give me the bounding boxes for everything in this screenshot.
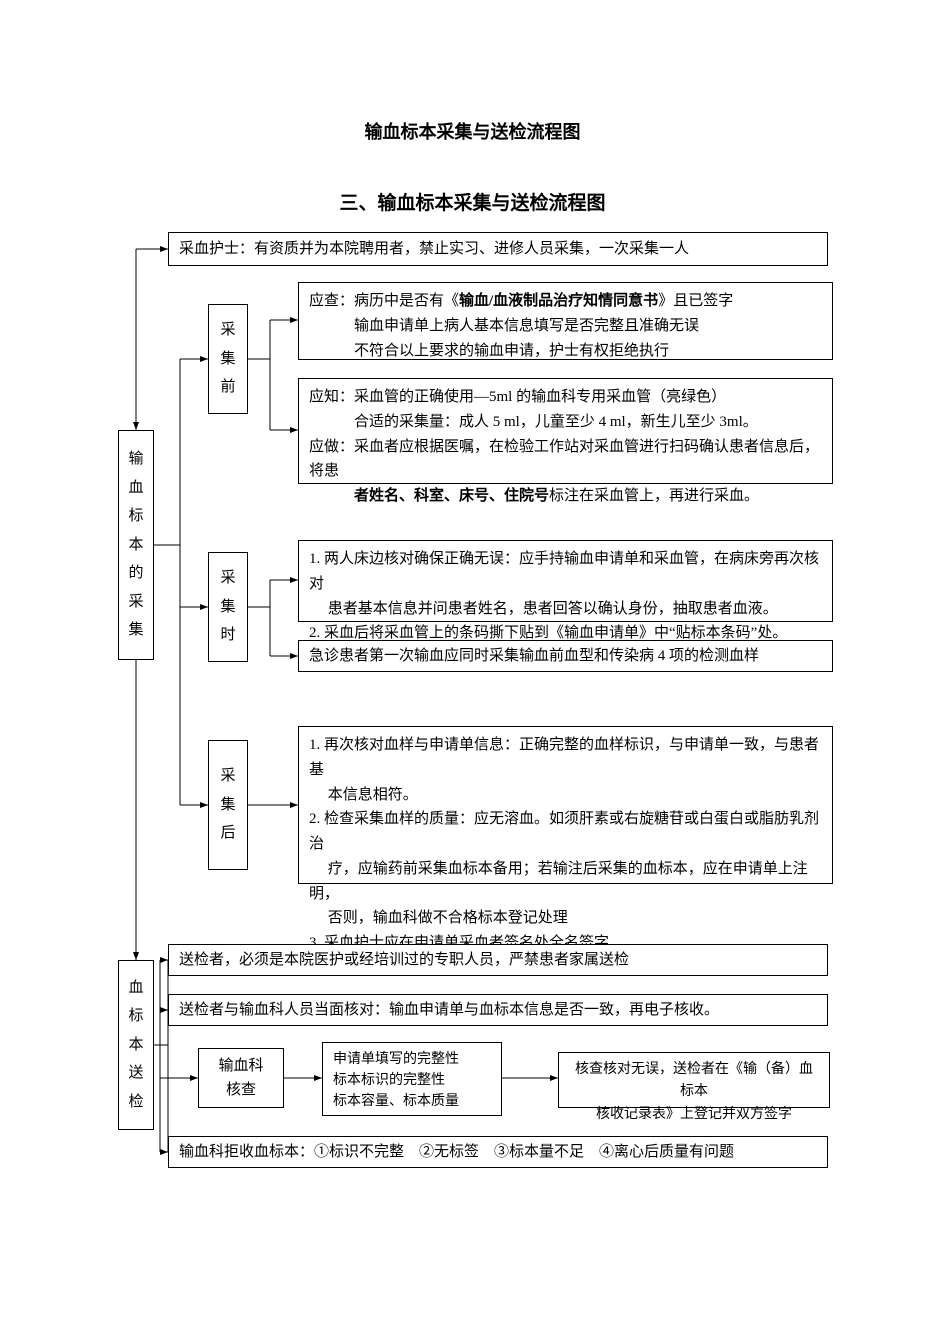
node-mid-b: 急诊患者第一次输血应同时采集输血前血型和传染病 4 项的检测血样 — [298, 640, 833, 672]
root-collect-char: 输 — [128, 445, 143, 474]
page-title: 输血标本采集与送检流程图 — [0, 118, 945, 144]
node-pre-b: 应知：采血管的正确使用—5ml 的输血科专用采血管（亮绿色） 合适的采集量：成人… — [298, 378, 833, 484]
node-check-items: 申请单填写的完整性 标本标识的完整性 标本容量、标本质量 — [322, 1042, 502, 1116]
node-check-label: 输血科 核查 — [198, 1048, 284, 1108]
phase-pre: 采 集 前 — [208, 304, 248, 414]
node-nurse: 采血护士：有资质并为本院聘用者，禁止实习、进修人员采集，一次采集一人 — [168, 232, 828, 266]
node-mid-a: 1. 两人床边核对确保正确无误：应手持输血申请单和采血管，在病床旁再次核对 患者… — [298, 540, 833, 622]
root-collect: 输 血 标 本 的 采 集 — [118, 430, 154, 660]
node-send-a: 送检者，必须是本院医护或经培训过的专职人员，严禁患者家属送检 — [168, 944, 828, 976]
node-send-b: 送检者与输血科人员当面核对：输血申请单与血标本信息是否一致，再电子核收。 — [168, 994, 828, 1026]
phase-mid: 采 集 时 — [208, 552, 248, 662]
node-pre-a: 应查：病历中是否有《输血/血液制品治疗知情同意书》且已签字 输血申请单上病人基本… — [298, 282, 833, 360]
section-heading: 三、输血标本采集与送检流程图 — [0, 188, 945, 215]
node-check-sign: 核查核对无误，送检者在《输（备）血标本 核收记录表》上登记并双方签字 — [558, 1052, 830, 1108]
node-post-a: 1. 再次核对血样与申请单信息：正确完整的血样标识，与申请单一致，与患者基 本信… — [298, 726, 833, 884]
node-reject: 输血科拒收血标本：①标识不完整 ②无标签 ③标本量不足 ④离心后质量有问题 — [168, 1136, 828, 1168]
root-send: 血 标 本 送 检 — [118, 960, 154, 1130]
phase-post: 采 集 后 — [208, 740, 248, 870]
